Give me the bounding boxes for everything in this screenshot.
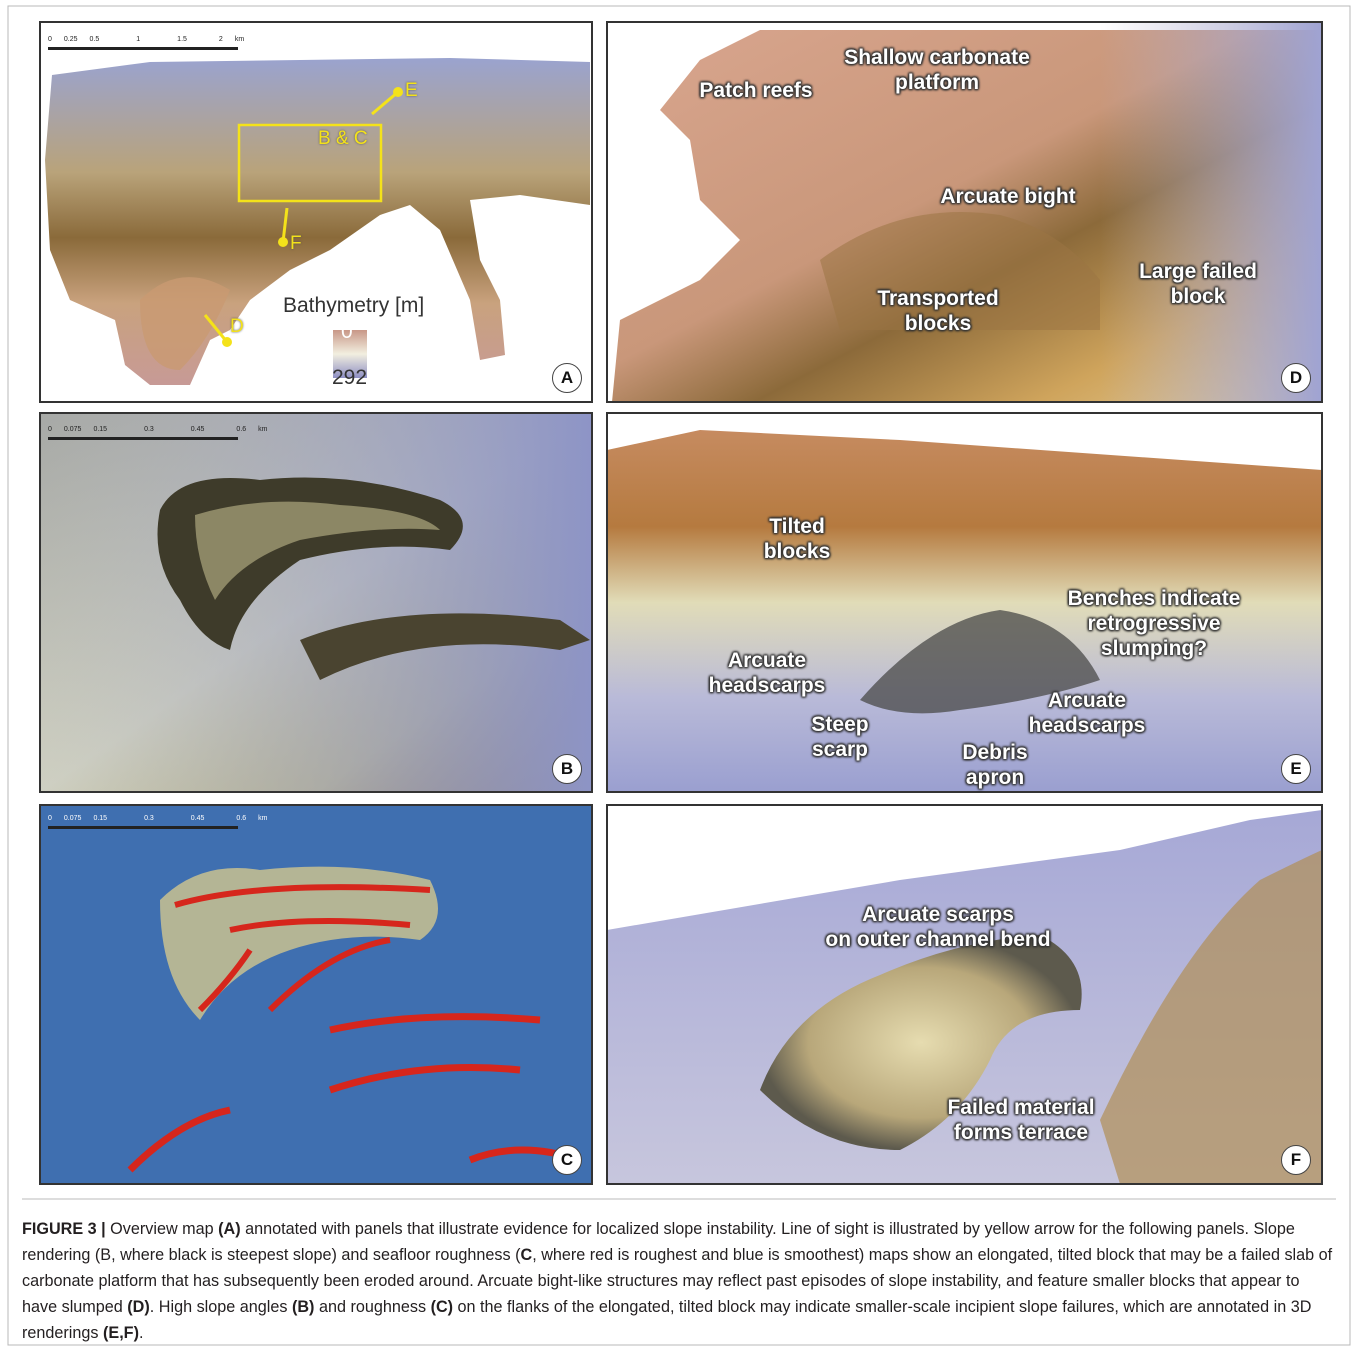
deep-water-shade	[1100, 22, 1322, 402]
scale-bar	[48, 826, 238, 829]
annotation: Patch reefs	[699, 78, 812, 103]
annotation-line: Arcuate scarps	[825, 902, 1050, 927]
panel-label: F	[1281, 1145, 1311, 1175]
scale-label: 0.3	[144, 815, 154, 822]
caption-run: (D)	[127, 1298, 149, 1316]
figure-caption: FIGURE 3 | Overview map (A) annotated wi…	[22, 1216, 1334, 1346]
scale-label: 0.075	[64, 426, 82, 433]
annotation-line: Arcuate	[709, 648, 826, 673]
caption-run: C	[521, 1246, 533, 1264]
annotation-line: headscarps	[709, 673, 826, 698]
scale-label: 0.5	[90, 36, 100, 43]
scale-label: 1.5	[177, 36, 187, 43]
caption-run: and roughness	[314, 1298, 430, 1316]
annotation: Failed materialforms terrace	[947, 1095, 1094, 1145]
arrow-label: E	[405, 80, 418, 102]
scale-bar	[48, 437, 238, 440]
caption-run: (C)	[431, 1298, 453, 1316]
box-label: B & C	[318, 128, 368, 150]
panel-c-bg	[40, 805, 592, 1184]
annotation-line: Steep	[811, 712, 868, 737]
sight-point-e	[393, 87, 403, 97]
scale-label: 0.075	[64, 815, 82, 822]
scale-label: 0.15	[93, 426, 107, 433]
sight-point-d	[222, 337, 232, 347]
caption-run: (A)	[218, 1220, 240, 1238]
scale-label: 0	[48, 426, 52, 433]
arrow-label: D	[230, 316, 244, 338]
annotation-line: on outer channel bend	[825, 927, 1050, 952]
caption-run: (E,F)	[103, 1324, 139, 1342]
annotation-line: apron	[962, 765, 1027, 790]
annotation-line: slumping?	[1068, 636, 1241, 661]
scale-labels: 0 0.075 0.15 0.3 0.45 0.6 km	[48, 426, 268, 433]
scale-label: 0.45	[191, 815, 205, 822]
slope-shade	[40, 413, 592, 792]
figure-page: 0 0.25 0.5 1 1.5 2 km E B & C F D Bathymetry […	[0, 0, 1358, 1349]
legend-min: 292	[332, 366, 367, 390]
annotation-line: retrogressive	[1068, 611, 1241, 636]
scale-label: 0.3	[144, 426, 154, 433]
annotation-line: scarp	[811, 737, 868, 762]
scale-label: 0.15	[93, 815, 107, 822]
panel-label: B	[552, 754, 582, 784]
annotation-line: platform	[844, 70, 1030, 95]
scale-labels: 0 0.075 0.15 0.3 0.45 0.6 km	[48, 815, 268, 822]
scale-label: km	[235, 36, 244, 43]
panel-label: E	[1281, 754, 1311, 784]
scale-label: 2	[219, 36, 223, 43]
panel-label: A	[552, 363, 582, 393]
caption-run: .	[139, 1324, 144, 1342]
annotation-line: blocks	[877, 311, 998, 336]
annotation: Arcuate bight	[940, 184, 1075, 209]
scale-label: 0.6	[236, 426, 246, 433]
annotation-line: Tilted	[764, 514, 831, 539]
annotation-line: block	[1139, 284, 1257, 309]
scale-label: km	[258, 426, 267, 433]
annotation: Transportedblocks	[877, 286, 998, 336]
panel-label: D	[1281, 363, 1311, 393]
scale-label: 0.45	[191, 426, 205, 433]
scale-label: 0.25	[64, 36, 78, 43]
annotation: Steepscarp	[811, 712, 868, 762]
caption-run: Overview map	[106, 1220, 218, 1238]
sight-point-f	[278, 237, 288, 247]
annotation-line: Arcuate bight	[940, 184, 1075, 209]
legend-title: Bathymetry [m]	[283, 294, 424, 318]
panel-label: C	[552, 1145, 582, 1175]
legend-max: 0	[341, 320, 353, 344]
scale-label: 0.6	[236, 815, 246, 822]
figure-graphics	[0, 0, 1358, 1349]
caption-run: (B)	[292, 1298, 314, 1316]
annotation-line: blocks	[764, 539, 831, 564]
page: {"panels": [ {"label": "A", "scale_bar":…	[0, 0, 1358, 1349]
scale-label: 0	[48, 36, 52, 43]
annotation-line: Patch reefs	[699, 78, 812, 103]
scale-label: km	[258, 815, 267, 822]
annotation-line: Debris	[962, 740, 1027, 765]
arrow-label: F	[290, 233, 302, 255]
annotation-line: forms terrace	[947, 1120, 1094, 1145]
caption-run: FIGURE 3 |	[22, 1220, 106, 1238]
annotation-line: headscarps	[1029, 713, 1146, 738]
annotation-line: Large failed	[1139, 259, 1257, 284]
annotation-line: Shallow carbonate	[844, 45, 1030, 70]
annotation-line: Arcuate	[1029, 688, 1146, 713]
caption-run: . High slope angles	[150, 1298, 292, 1316]
scale-bar	[48, 47, 238, 50]
scale-label: 0	[48, 815, 52, 822]
annotation-line: Failed material	[947, 1095, 1094, 1120]
scale-labels: 0 0.25 0.5 1 1.5 2 km	[48, 36, 244, 43]
annotation-line: Transported	[877, 286, 998, 311]
annotation-line: Benches indicate	[1068, 586, 1241, 611]
scale-label: 1	[136, 36, 140, 43]
